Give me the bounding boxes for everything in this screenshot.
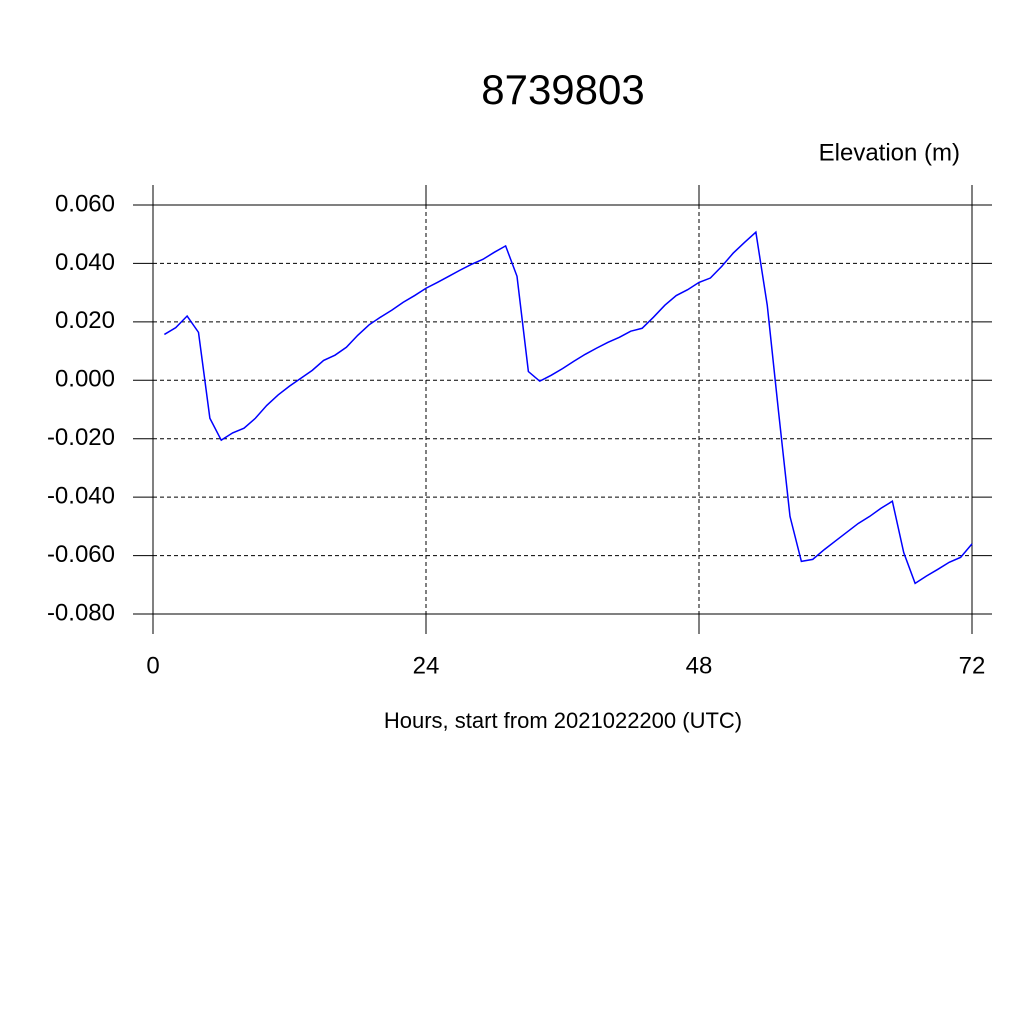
y-tick-label: 0.060 bbox=[55, 190, 115, 217]
plot-frame bbox=[152, 204, 973, 615]
y-tick-label: 0.040 bbox=[55, 249, 115, 276]
y-axis-title: Elevation (m) bbox=[819, 139, 960, 166]
y-tick-label: 0.020 bbox=[55, 307, 115, 334]
y-tick-label: -0.020 bbox=[47, 424, 115, 451]
data-line bbox=[163, 230, 973, 585]
chart-title: 8739803 bbox=[481, 66, 645, 113]
y-tick-label: -0.060 bbox=[47, 541, 115, 568]
x-axis-title: Hours, start from 2021022200 (UTC) bbox=[384, 708, 742, 733]
y-tick-label: -0.040 bbox=[47, 482, 115, 509]
x-tick-label: 48 bbox=[686, 652, 713, 679]
x-tick-label: 0 bbox=[146, 652, 159, 679]
y-tick-label: -0.080 bbox=[47, 599, 115, 626]
y-tick-label: 0.000 bbox=[55, 366, 115, 393]
x-tick-label: 72 bbox=[959, 652, 986, 679]
x-tick-label: 24 bbox=[413, 652, 440, 679]
